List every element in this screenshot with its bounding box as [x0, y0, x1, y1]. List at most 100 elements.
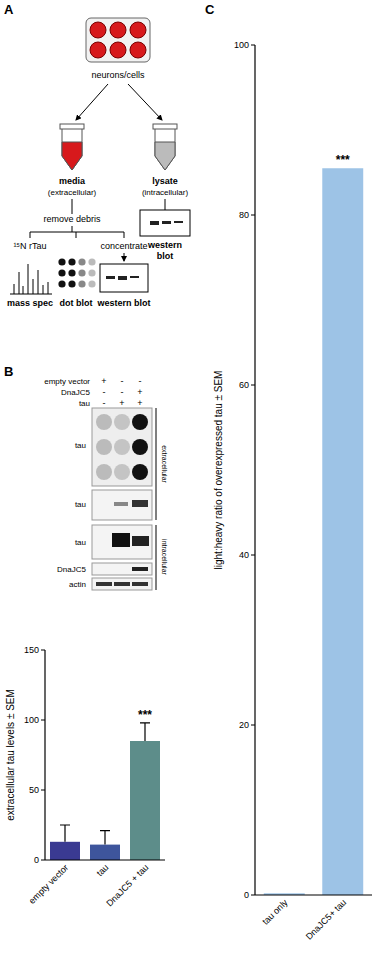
plot-area — [50, 723, 160, 860]
bar — [322, 168, 363, 895]
y-tick — [251, 215, 255, 216]
assay-label: blot — [157, 251, 174, 261]
well — [130, 22, 146, 38]
category-label: tau — [94, 862, 110, 878]
band — [114, 502, 128, 506]
y-tick-label: 80 — [239, 210, 249, 220]
band — [106, 276, 115, 279]
significance: *** — [138, 708, 152, 722]
category-label: empty vector — [27, 862, 71, 906]
y-tick-label: 20 — [239, 720, 249, 730]
branch-label: ¹⁵N rTau — [13, 241, 46, 251]
blot-row-label: actin — [69, 580, 86, 589]
panel-label: B — [4, 364, 13, 379]
band — [112, 533, 130, 547]
blot-group-label: extracellular — [161, 445, 168, 483]
panel-label: A — [4, 2, 14, 17]
connector — [30, 232, 31, 238]
spectrum-peak — [48, 282, 49, 294]
dot — [78, 269, 85, 276]
condition-sign: - — [121, 376, 124, 386]
connector — [165, 199, 166, 210]
spectrum-peak — [14, 284, 15, 294]
well — [90, 42, 106, 58]
blot-group-label: intracellular — [161, 539, 168, 575]
spectrum-peak — [19, 272, 20, 294]
well — [110, 22, 126, 38]
bracket — [156, 408, 157, 520]
dot — [88, 269, 95, 276]
assay-label: dot blot — [60, 298, 93, 308]
blot-dot — [114, 439, 130, 455]
y-tick-label: 150 — [24, 645, 39, 655]
band — [162, 221, 171, 224]
y-tick — [41, 720, 45, 721]
connector — [124, 253, 125, 261]
y-tick-label: 100 — [24, 715, 39, 725]
panel-label: C — [205, 2, 215, 17]
spectrum-peak — [33, 279, 34, 294]
blot-row-label: tau — [75, 500, 86, 509]
lysate-subtitle: (intracellular) — [142, 188, 189, 197]
y-tick-label: 60 — [239, 380, 249, 390]
y-tick — [251, 385, 255, 386]
band — [132, 536, 149, 546]
connector — [72, 199, 73, 214]
y-tick — [41, 650, 45, 651]
spectrum-peak — [23, 286, 24, 294]
bar — [90, 845, 120, 860]
blot-row-label: DnaJC5 — [57, 565, 86, 574]
bracket — [156, 525, 157, 590]
assay-label: mass spec — [7, 298, 53, 308]
condition-sign: - — [139, 376, 142, 386]
western-box — [100, 264, 148, 292]
well — [110, 42, 126, 58]
band — [132, 582, 148, 586]
condition-label: empty vector — [44, 377, 90, 386]
x-axis — [255, 894, 372, 895]
well — [90, 22, 106, 38]
spectrum-peak — [28, 264, 29, 294]
condition-sign: - — [121, 387, 124, 397]
category-label: DnaJC5 + tau — [104, 862, 150, 908]
condition-sign: + — [119, 398, 124, 408]
error-bar — [140, 723, 150, 741]
band — [130, 276, 139, 278]
blot-dot — [132, 439, 148, 455]
western-box — [140, 210, 190, 236]
dot — [78, 280, 85, 287]
dot — [68, 280, 75, 287]
spectrum-peak — [43, 285, 44, 294]
y-axis-label: light:heavy ratio of overexpressed tau ±… — [213, 371, 224, 570]
western-blot — [92, 490, 152, 520]
dot — [68, 269, 75, 276]
western-blot — [92, 525, 152, 559]
error-bar — [100, 831, 110, 845]
blot-row-label: tau — [75, 538, 86, 547]
blot-dot — [96, 439, 112, 455]
band — [118, 276, 127, 280]
western-blot — [92, 563, 152, 575]
band — [174, 221, 183, 223]
y-axis-label: extracellular tau levels ± SEM — [5, 689, 16, 821]
spectrum-peak — [38, 270, 39, 294]
y-axis — [44, 650, 45, 860]
blot-dot — [114, 464, 130, 480]
source-label: neurons/cells — [91, 70, 145, 80]
assay-label: western — [147, 240, 182, 250]
y-tick — [251, 555, 255, 556]
bar — [50, 842, 80, 860]
western-blot — [92, 578, 152, 590]
dot — [78, 258, 85, 265]
connector — [124, 232, 125, 238]
lysate-title: lysate — [152, 176, 178, 186]
lysate-tube — [155, 128, 175, 170]
branch-label: concentrate — [100, 241, 147, 251]
media-title: media — [59, 176, 86, 186]
media-tube-cap — [60, 124, 84, 129]
assay-label: western blot — [96, 298, 150, 308]
y-tick — [41, 860, 45, 861]
band — [96, 582, 112, 586]
y-tick — [41, 790, 45, 791]
connector — [76, 232, 77, 238]
